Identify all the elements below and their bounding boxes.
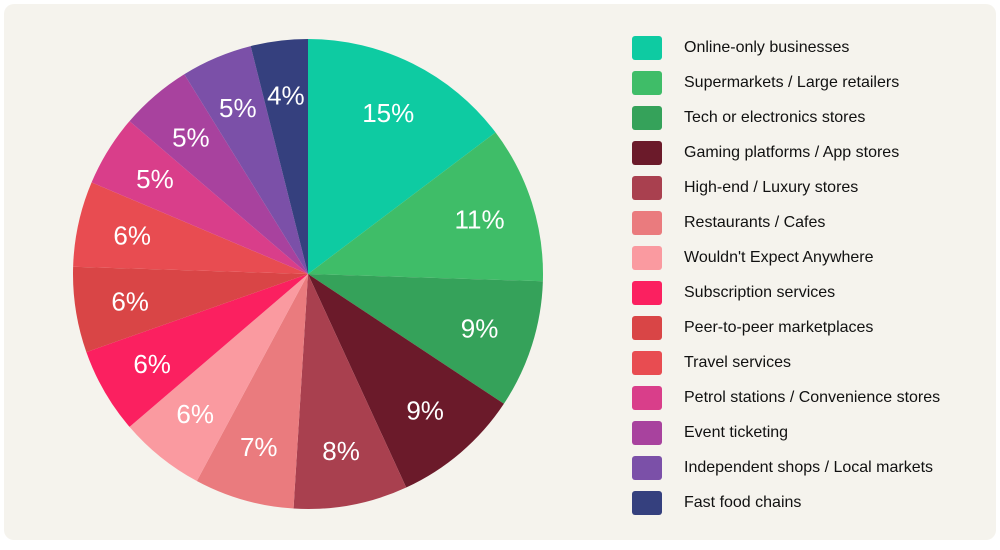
legend-item: Supermarkets / Large retailers [632,65,992,100]
slice-percent-label: 6% [176,399,214,429]
pie-slice [86,274,309,427]
legend-label: Tech or electronics stores [684,108,866,126]
pie-slice [308,132,543,282]
pie-slice [91,121,308,274]
legend-item: Restaurants / Cafes [632,205,992,240]
slice-percent-label: 4% [267,80,305,110]
slice-percent-label: 6% [133,349,171,379]
legend-swatch [632,350,662,375]
slice-percent-label: 6% [111,287,149,317]
legend-label: Independent shops / Local markets [684,458,934,476]
legend-swatch [632,140,662,165]
legend-label: Travel services [684,353,791,371]
pie-slice [293,274,407,509]
slice-percent-label: 5% [219,93,257,123]
pie-slice [196,274,308,509]
slice-percent-label: 5% [136,164,174,194]
slice-percent-label: 15% [362,98,414,128]
pie-slice [308,274,543,404]
pie-slice [308,39,496,274]
legend-item: Independent shops / Local markets [632,450,992,485]
legend-swatch [632,385,662,410]
legend-swatch [632,245,662,270]
pie-slice [184,46,308,275]
legend-label: Gaming platforms / App stores [684,143,900,161]
legend-item: Gaming platforms / App stores [632,135,992,170]
legend-label: Online-only businesses [684,38,850,56]
legend-swatch [632,175,662,200]
legend-item: High-end / Luxury stores [632,170,992,205]
legend-item: Tech or electronics stores [632,100,992,135]
legend-item: Wouldn't Expect Anywhere [632,240,992,275]
pie-slice [129,74,308,274]
legend-swatch [632,420,662,445]
legend-swatch [632,70,662,95]
pie-slice [250,39,308,274]
legend-label: Subscription services [684,283,836,301]
legend-label: Event ticketing [684,423,789,441]
legend-label: Peer-to-peer marketplaces [684,318,874,336]
pie-slice [129,274,308,482]
legend-swatch [632,455,662,480]
legend-item: Event ticketing [632,415,992,450]
slice-percent-label: 7% [240,432,278,462]
legend-swatch [632,105,662,130]
pie-slice [73,182,309,274]
slice-percent-label: 8% [322,436,360,466]
legend-item: Travel services [632,345,992,380]
legend-label: Restaurants / Cafes [684,213,826,231]
pie-slice [73,266,309,353]
slice-percent-label: 9% [406,396,444,426]
legend-item: Subscription services [632,275,992,310]
legend-label: Supermarkets / Large retailers [684,73,900,91]
legend-item: Fast food chains [632,485,992,520]
legend-item: Online-only businesses [632,30,992,65]
legend-swatch [632,210,662,235]
pie-slice [308,274,504,488]
legend-swatch [632,280,662,305]
legend-label: Wouldn't Expect Anywhere [684,248,874,266]
slice-percent-label: 5% [172,122,210,152]
legend-swatch [632,315,662,340]
legend-label: Fast food chains [684,493,802,511]
legend-item: Peer-to-peer marketplaces [632,310,992,345]
legend-swatch [632,35,662,60]
slice-percent-label: 9% [461,314,499,344]
legend-swatch [632,490,662,515]
legend-item: Petrol stations / Convenience stores [632,380,992,415]
legend: Online-only businesses Supermarkets / Lar… [632,30,992,520]
slice-percent-label: 11% [454,204,504,234]
slice-percent-label: 6% [113,220,151,250]
legend-label: High-end / Luxury stores [684,178,859,196]
legend-label: Petrol stations / Convenience stores [684,388,941,406]
